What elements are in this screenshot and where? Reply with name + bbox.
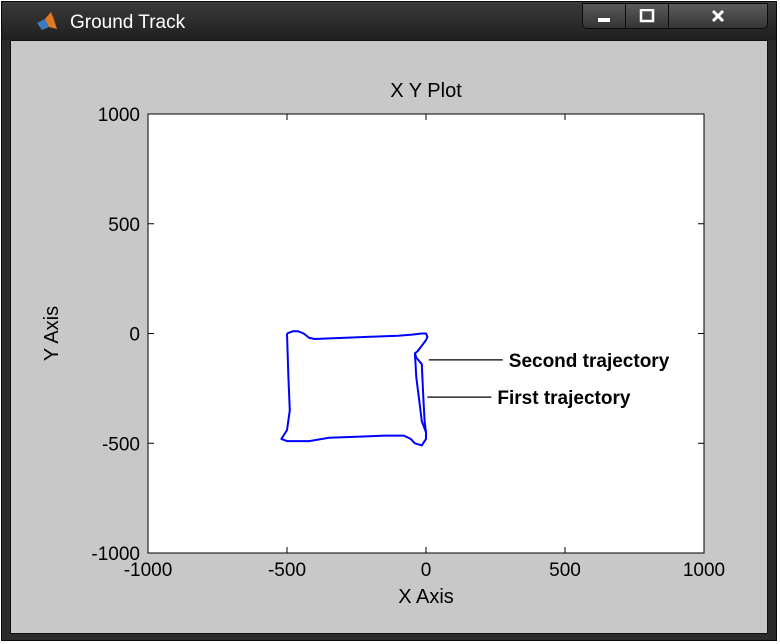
x-tick-label: -500 <box>268 560 306 581</box>
x-tick-label: 500 <box>549 560 581 581</box>
minimize-icon <box>598 18 610 22</box>
y-axis-label: Y Axis <box>41 306 63 361</box>
y-tick-label: 1000 <box>98 105 140 126</box>
y-tick-label: -500 <box>102 434 140 455</box>
close-button[interactable] <box>668 3 768 29</box>
x-axis-label: X Axis <box>398 586 454 608</box>
series-line-1 <box>280 330 429 447</box>
chart-title: X Y Plot <box>390 80 462 102</box>
plot-area: -1000 -500 0 500 1000 1000 500 0 -500 -1000 Secon… <box>41 80 725 608</box>
title-bar[interactable]: Ground Track <box>2 2 776 40</box>
x-tick-label: -1000 <box>124 560 173 581</box>
maximize-icon <box>639 9 655 23</box>
y-tick-label: -1000 <box>91 544 140 565</box>
close-icon <box>711 9 725 23</box>
matlab-logo-icon <box>37 12 57 30</box>
x-tick-label: 0 <box>421 560 432 581</box>
y-tick-label: 0 <box>129 325 140 346</box>
minimize-button[interactable] <box>582 3 626 29</box>
y-tick-label: 500 <box>108 215 140 236</box>
annotation-label: Second trajectory <box>509 351 670 372</box>
annotation-label: First trajectory <box>497 388 630 409</box>
maximize-button[interactable] <box>625 3 669 29</box>
series-line-2 <box>413 352 427 433</box>
x-tick-label: 1000 <box>683 560 725 581</box>
figure-canvas: -1000 -500 0 500 1000 1000 500 0 -500 -1000 Secon… <box>10 40 768 634</box>
window-title: Ground Track <box>70 12 186 33</box>
